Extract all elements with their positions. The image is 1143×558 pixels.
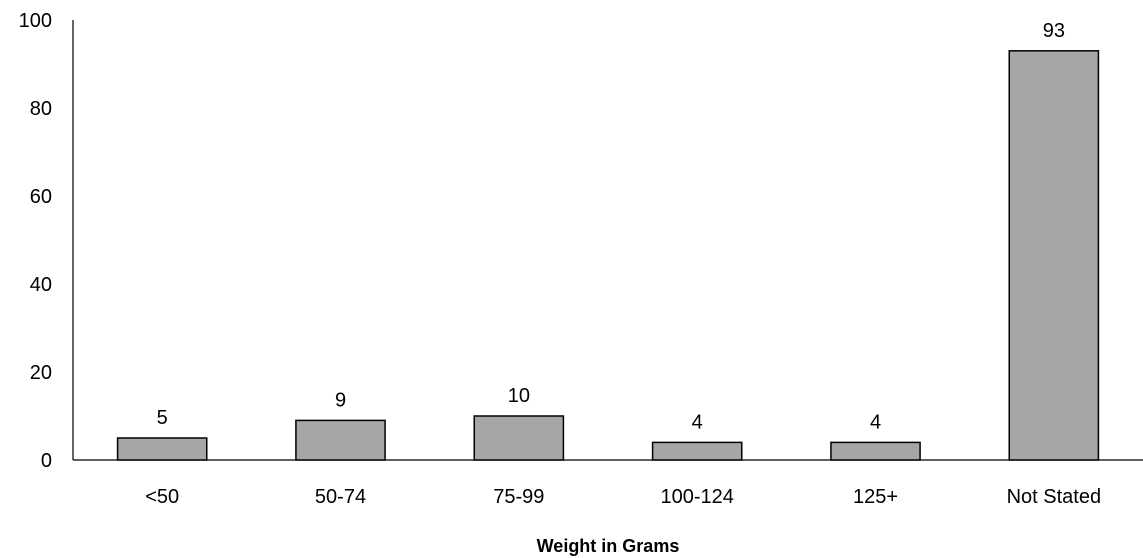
- bar: [116, 437, 208, 461]
- x-axis-title: Weight in Grams: [537, 536, 680, 556]
- bar: [830, 441, 921, 461]
- y-tick-label: 0: [41, 450, 52, 472]
- data-label: 10: [508, 385, 530, 407]
- y-tick-label: 20: [30, 362, 52, 384]
- category-label: 75-99: [493, 486, 544, 508]
- bar: [1008, 50, 1100, 461]
- y-tick-label: 80: [30, 98, 52, 120]
- bar: [295, 419, 386, 461]
- y-tick-label: 100: [19, 10, 52, 32]
- category-label: 125+: [853, 486, 898, 508]
- data-label: 4: [870, 411, 881, 433]
- category-label: Not Stated: [1007, 486, 1102, 508]
- bars-group: [116, 50, 1100, 461]
- data-labels-group: 5 9 10 4 4 93: [157, 20, 1065, 434]
- data-label: 9: [335, 389, 346, 411]
- bar: [473, 415, 565, 461]
- data-label: 93: [1043, 20, 1065, 42]
- y-tick-label: 40: [30, 274, 52, 296]
- category-label: <50: [145, 486, 179, 508]
- y-tick-labels-group: 0 20 40 60 80 100: [19, 10, 52, 472]
- y-tick-label: 60: [30, 186, 52, 208]
- category-labels-group: <50 50-74 75-99 100-124 125+ Not Stated: [145, 486, 1101, 508]
- data-label: 5: [157, 407, 168, 429]
- data-label: 4: [692, 411, 703, 433]
- bar: [651, 441, 743, 461]
- category-label: 50-74: [315, 486, 366, 508]
- category-label: 100-124: [660, 486, 733, 508]
